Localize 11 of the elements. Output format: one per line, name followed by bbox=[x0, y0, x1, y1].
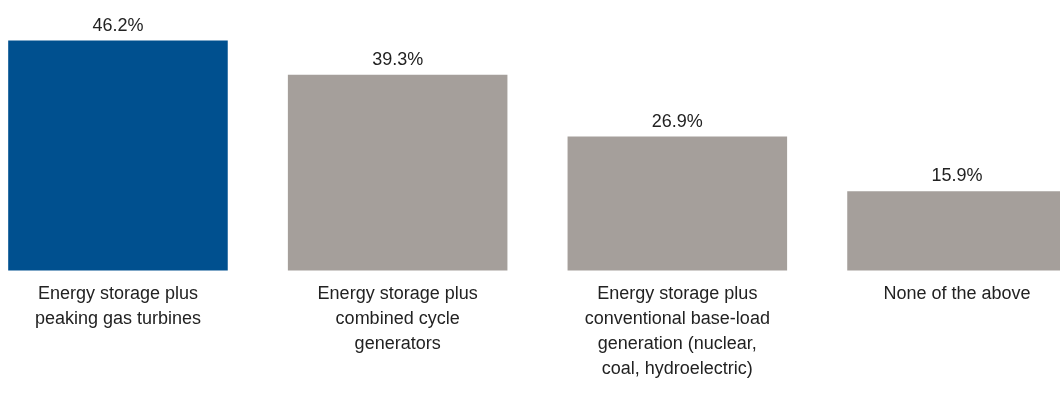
data-label: 46.2% bbox=[92, 14, 144, 35]
x-tick-label: Energy storage plus peaking gas turbines bbox=[34, 282, 202, 328]
data-label: 26.9% bbox=[651, 110, 703, 131]
bar bbox=[287, 74, 508, 271]
x-tick-label: None of the above bbox=[883, 282, 1031, 303]
bar bbox=[8, 40, 228, 271]
x-tick-label: Energy storage plus conventional base-load generation (nuclear, coal, hydroelectric) bbox=[584, 282, 770, 378]
x-tick-label: Energy storage plus combined cycle generators bbox=[317, 282, 478, 353]
bar bbox=[567, 136, 788, 271]
data-label: 15.9% bbox=[931, 165, 983, 186]
data-label: 39.3% bbox=[372, 48, 424, 69]
